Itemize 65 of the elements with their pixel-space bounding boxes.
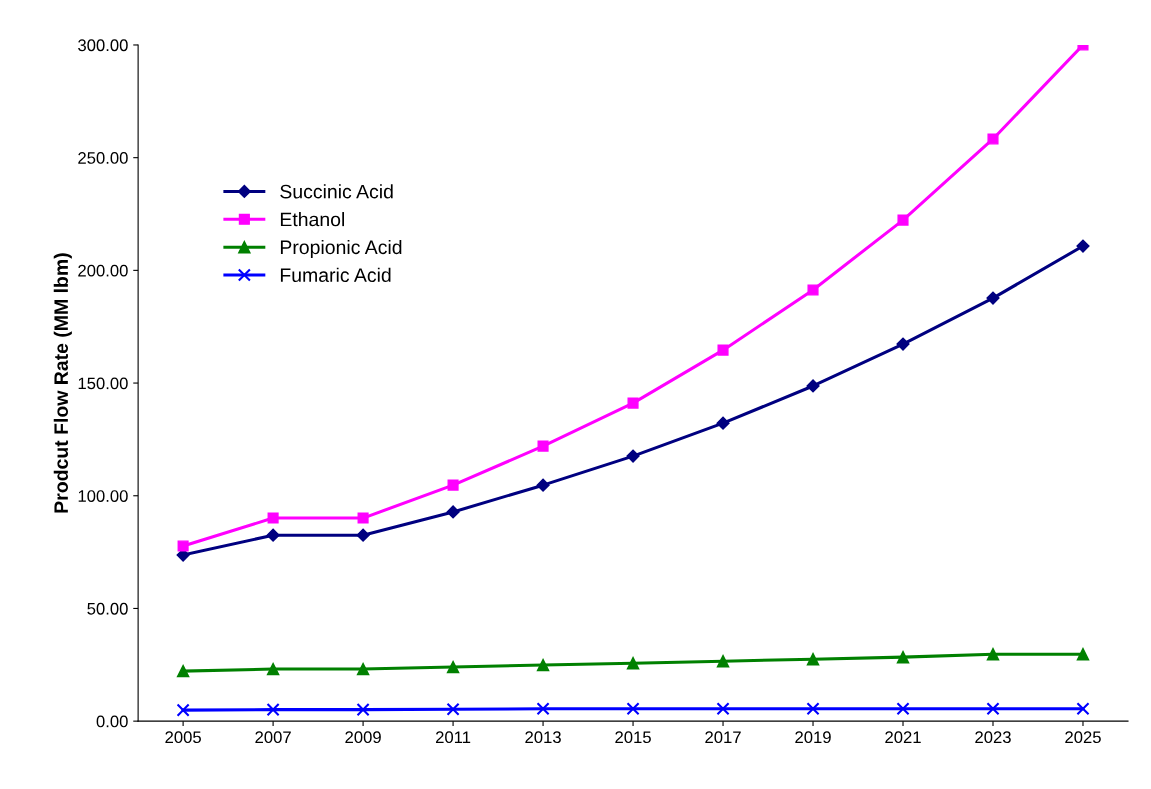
point bbox=[626, 449, 640, 463]
point bbox=[446, 702, 460, 716]
y-tick-label: 0.00 bbox=[96, 715, 128, 728]
y-tick-label: 250.00 bbox=[78, 152, 128, 164]
x-tick-label: 2017 bbox=[705, 731, 741, 744]
point bbox=[716, 416, 730, 430]
y-tick-label: 300.00 bbox=[78, 39, 128, 52]
point bbox=[626, 702, 640, 716]
y-tick-label: 150.00 bbox=[78, 377, 128, 390]
x-tick-label: 2013 bbox=[525, 731, 561, 744]
point bbox=[806, 702, 820, 716]
point bbox=[717, 344, 729, 356]
point bbox=[267, 512, 279, 524]
point bbox=[176, 703, 190, 717]
point bbox=[536, 658, 550, 672]
point bbox=[896, 702, 910, 716]
point bbox=[266, 703, 280, 717]
point bbox=[177, 540, 189, 552]
point bbox=[447, 479, 459, 491]
point bbox=[1076, 702, 1090, 716]
y-axis-title: Prodcut Flow Rate (MM lbm) bbox=[53, 253, 72, 513]
x-tick-label: 2023 bbox=[975, 731, 1011, 744]
point bbox=[446, 660, 460, 674]
x-tick-label: 2009 bbox=[345, 731, 381, 744]
point bbox=[987, 133, 999, 145]
x-tick-label: 2021 bbox=[885, 731, 921, 744]
point bbox=[716, 702, 730, 716]
legend-label: Succinic Acid bbox=[280, 184, 393, 199]
x-tick-label: 2025 bbox=[1065, 731, 1101, 744]
point bbox=[806, 652, 820, 666]
point bbox=[356, 528, 370, 542]
y-tick-label: 200.00 bbox=[78, 264, 128, 277]
point bbox=[1076, 647, 1090, 661]
point bbox=[356, 662, 370, 676]
point bbox=[807, 284, 819, 296]
legend-label: Propionic Acid bbox=[280, 239, 402, 259]
point bbox=[897, 214, 909, 226]
point bbox=[896, 650, 910, 664]
point bbox=[896, 337, 910, 351]
point bbox=[537, 440, 549, 452]
legend-label: Fumaric Acid bbox=[280, 267, 391, 283]
point bbox=[536, 702, 550, 716]
point bbox=[176, 664, 190, 678]
x-tick-label: 2019 bbox=[795, 731, 831, 744]
x-tick-label: 2011 bbox=[435, 731, 471, 744]
x-tick-label: 2015 bbox=[615, 731, 651, 744]
point bbox=[446, 505, 460, 519]
point bbox=[626, 656, 640, 670]
point bbox=[986, 291, 1000, 305]
point bbox=[266, 528, 280, 542]
point bbox=[266, 662, 280, 676]
point bbox=[357, 512, 369, 524]
legend-label: Ethanol bbox=[280, 212, 344, 227]
point bbox=[986, 702, 1000, 716]
point bbox=[806, 379, 820, 393]
x-tick-label: 2005 bbox=[165, 731, 201, 744]
point bbox=[1076, 239, 1090, 253]
point bbox=[356, 703, 370, 717]
y-tick-label: 100.00 bbox=[78, 490, 128, 502]
y-tick-label: 50.00 bbox=[87, 602, 128, 615]
x-tick-label: 2007 bbox=[255, 731, 291, 744]
point bbox=[986, 647, 1000, 661]
point bbox=[536, 478, 550, 492]
point bbox=[627, 397, 639, 409]
point bbox=[716, 654, 730, 668]
